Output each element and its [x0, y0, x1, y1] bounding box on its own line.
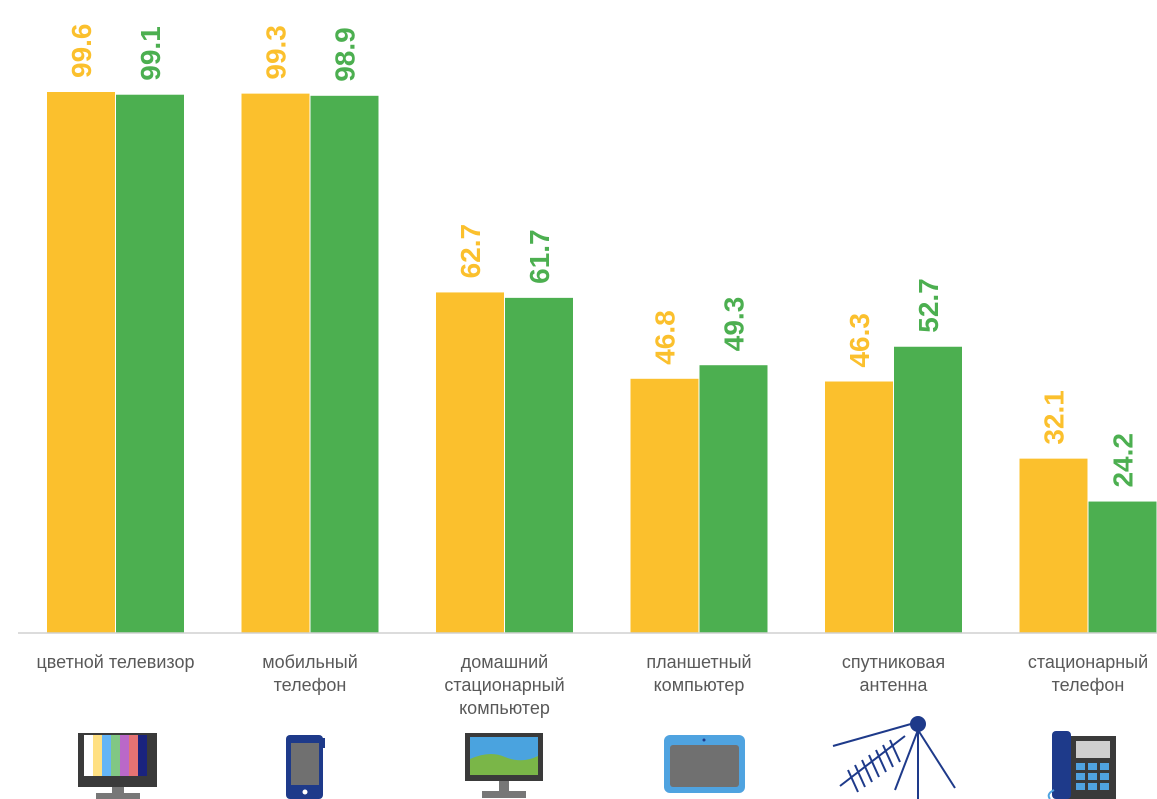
bar-s2-c3	[505, 297, 573, 633]
desktop-computer-icon	[465, 733, 543, 798]
bar-s1-c5	[825, 381, 893, 633]
category-label-4-line-2: компьютер	[654, 675, 745, 695]
bar-s1-c2	[241, 93, 310, 633]
category-labels: цветной телевизор мобильный телефон домашни…	[37, 652, 1149, 718]
data-label-s1-c4: 46.8	[650, 310, 681, 365]
landline-phone-icon	[1047, 731, 1116, 799]
bar-s1-c3	[436, 292, 504, 633]
bar-s2-c4	[699, 365, 768, 633]
bars-layer: 99.6 99.1 99.3 98.9 62.7 61.7 46.8 49.3 46.3 52.7…	[47, 24, 1157, 634]
category-label-5-line-2: антенна	[860, 675, 929, 695]
data-label-s2-c6: 24.2	[1108, 433, 1139, 488]
data-label-s1-c6: 32.1	[1039, 390, 1070, 445]
data-label-s2-c1: 99.1	[135, 26, 166, 81]
data-label-s2-c3: 61.7	[524, 229, 555, 284]
category-label-6-line-1: стационарный	[1028, 652, 1148, 672]
category-label-3-line-1: домашний	[461, 652, 548, 672]
category-label-2-line-1: мобильный	[262, 652, 358, 672]
category-label-1-line-1: цветной телевизор	[37, 652, 195, 672]
category-label-3-line-3: компьютер	[459, 698, 550, 718]
data-label-s2-c4: 49.3	[719, 297, 750, 352]
category-label-4-line-1: планшетный	[646, 652, 751, 672]
bar-s2-c6	[1088, 501, 1157, 633]
bar-s2-c1	[116, 94, 184, 633]
bar-s1-c6	[1019, 458, 1088, 633]
data-label-s1-c1: 99.6	[66, 24, 97, 79]
bar-s1-c1	[47, 92, 115, 633]
bar-s1-c4	[630, 378, 699, 633]
satellite-antenna-icon	[832, 716, 956, 799]
color-tv-icon	[78, 733, 157, 799]
data-label-s1-c2: 99.3	[261, 25, 292, 80]
mobile-phone-icon	[286, 735, 325, 799]
data-label-s1-c5: 46.3	[844, 313, 875, 368]
category-label-6-line-2: телефон	[1052, 675, 1125, 695]
category-label-3-line-2: стационарный	[444, 675, 564, 695]
category-label-2-line-2: телефон	[274, 675, 347, 695]
data-label-s1-c3: 62.7	[455, 224, 486, 279]
bar-s2-c2	[310, 95, 379, 634]
bar-s2-c5	[894, 346, 962, 633]
data-label-s2-c5: 52.7	[913, 278, 944, 333]
category-label-5-line-1: спутниковая	[842, 652, 945, 672]
data-label-s2-c2: 98.9	[330, 27, 361, 82]
tablet-icon	[664, 735, 745, 793]
